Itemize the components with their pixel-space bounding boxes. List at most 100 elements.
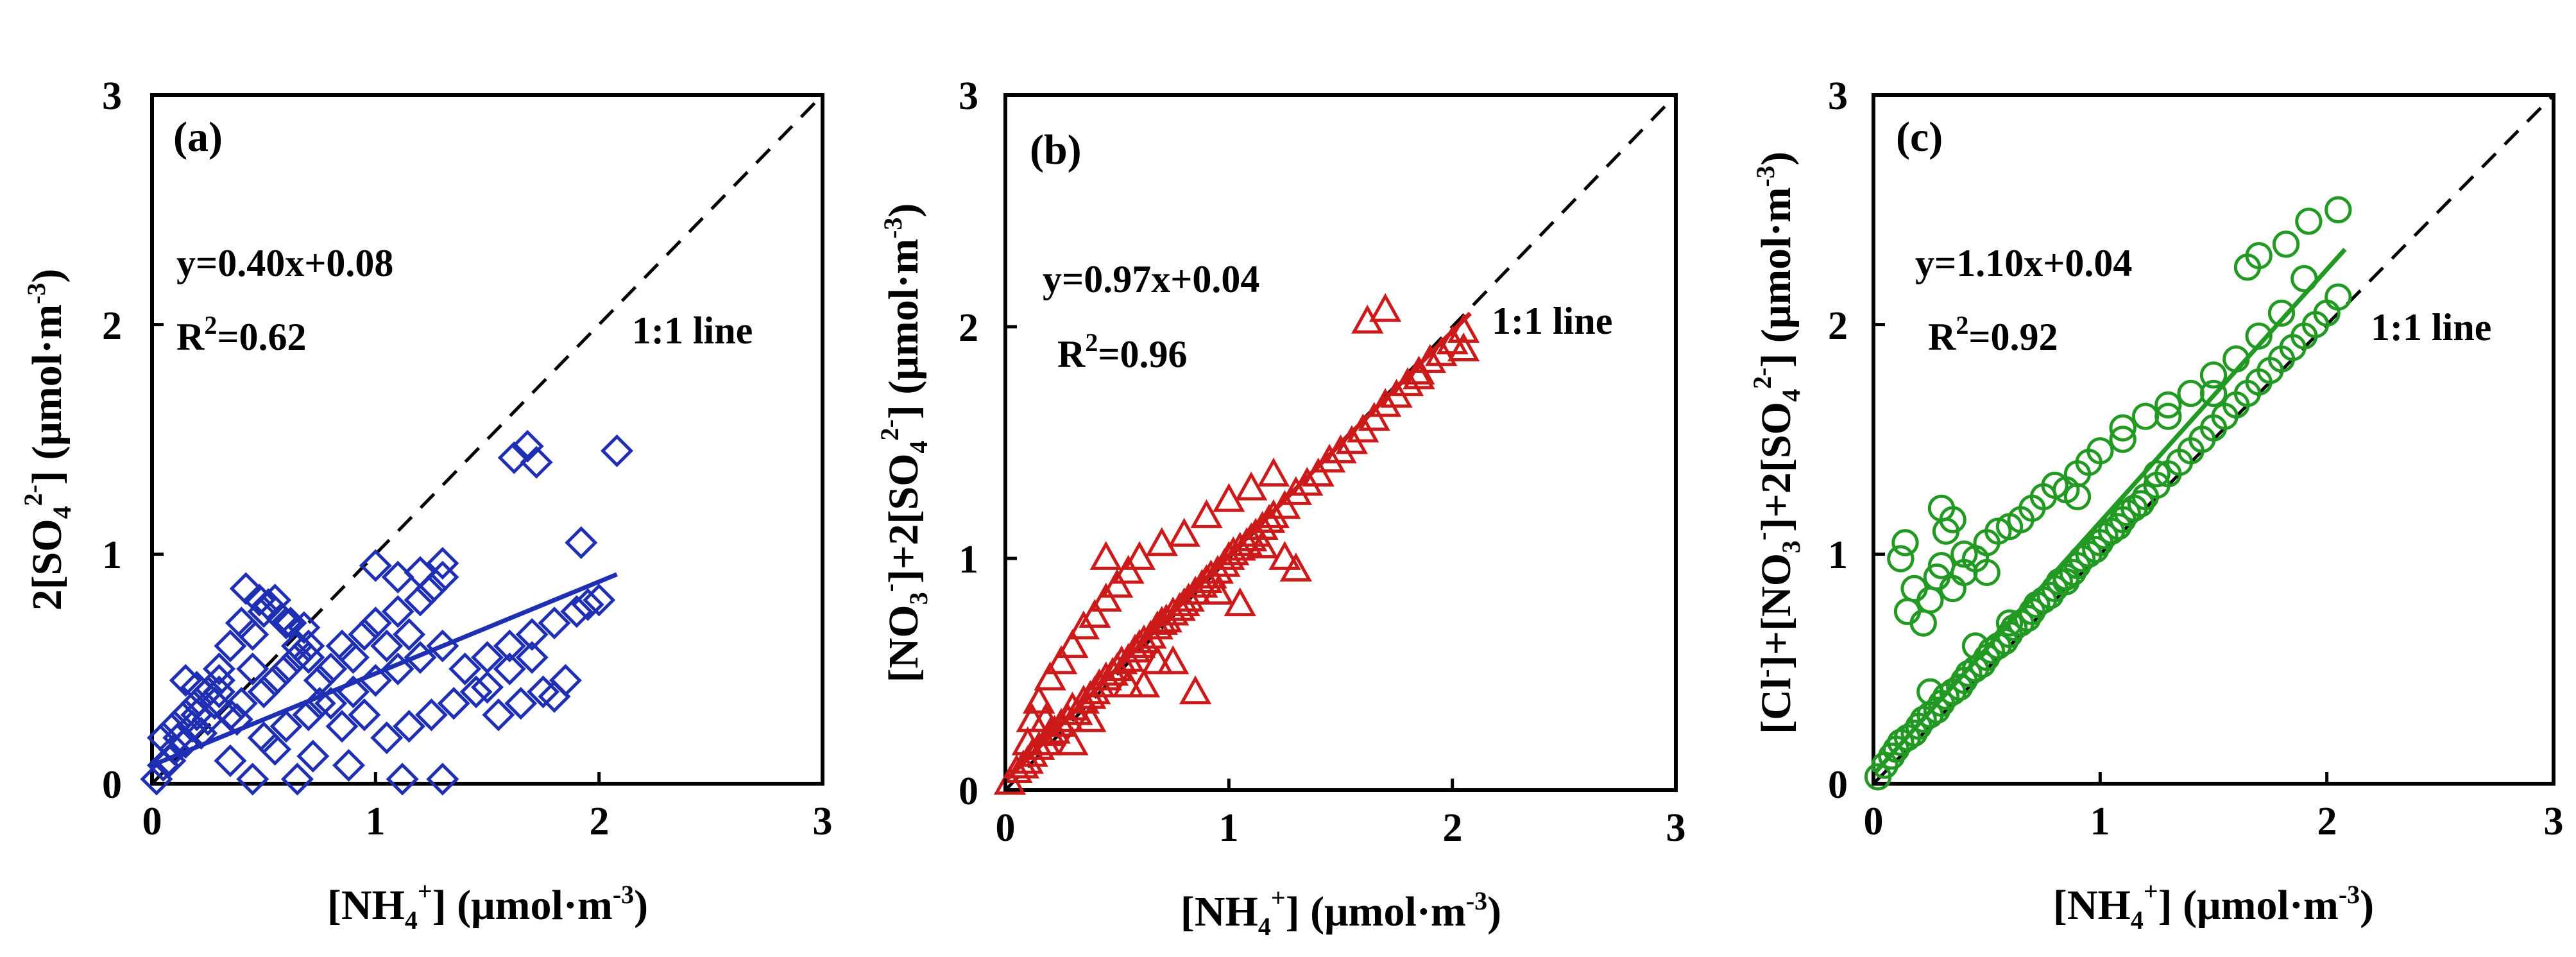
data-point — [1168, 517, 1200, 547]
data-point — [259, 732, 292, 766]
data-point — [292, 698, 325, 732]
x-tick-label: 0 — [142, 800, 162, 843]
x-tick-labels: 0 1 2 3 — [1864, 800, 2564, 843]
data-point — [1112, 668, 1145, 698]
data-point — [2104, 513, 2132, 540]
data-point — [1056, 726, 1089, 755]
data-point — [393, 710, 426, 743]
data-point — [287, 611, 321, 644]
data-point — [2272, 230, 2300, 258]
data-point — [259, 664, 292, 697]
data-point — [269, 652, 303, 685]
data-point — [191, 675, 225, 709]
y-tick-label: 0 — [959, 770, 978, 813]
data-point — [1995, 609, 2024, 637]
data-point — [1268, 540, 1301, 570]
data-point — [1893, 598, 1922, 625]
data-point — [1067, 684, 1100, 714]
data-point — [1127, 624, 1161, 653]
data-point — [1157, 596, 1190, 626]
data-point — [2199, 379, 2228, 408]
data-point — [404, 583, 437, 617]
data-point — [2154, 391, 2182, 419]
x-axis-title: [NH4+] (μmol·m-3) — [327, 877, 648, 935]
y-tick-labels: 0 1 2 3 — [102, 74, 122, 807]
fit-line — [1872, 248, 2347, 777]
data-point — [1909, 609, 1937, 637]
data-point — [336, 641, 370, 674]
plot-frame — [1003, 93, 1678, 792]
data-point — [1932, 682, 1960, 711]
data-point — [381, 595, 414, 628]
y-tick-labels: 0 1 2 3 — [959, 74, 978, 813]
data-point — [332, 748, 366, 782]
data-point — [325, 710, 359, 743]
data-point — [1224, 587, 1256, 617]
data-point — [504, 687, 538, 720]
x-tick-label: 0 — [996, 806, 1016, 850]
data-point — [236, 763, 269, 796]
data-point — [2154, 402, 2182, 430]
data-point — [1246, 529, 1279, 558]
data-point — [1891, 529, 1919, 556]
data-point — [404, 556, 437, 589]
data-point — [1089, 540, 1122, 570]
plot-frame — [1872, 93, 2555, 786]
data-point — [292, 641, 325, 674]
data-point — [1932, 517, 1960, 545]
data-point — [1447, 332, 1480, 361]
x-tick-label: 3 — [813, 800, 833, 843]
data-point — [1011, 726, 1044, 755]
data-point — [370, 721, 404, 755]
data-point — [370, 629, 404, 662]
one-to-one-label: 1:1 line — [1492, 300, 1612, 342]
y-tick-label: 3 — [1828, 74, 1848, 118]
one-to-one-label: 1:1 line — [632, 309, 753, 352]
y-axis-title: [Cl-]+[NO3-]+2[SO42-] (μmol·m-3) — [1748, 151, 1805, 734]
fit-line — [151, 572, 618, 768]
data-point — [1916, 586, 1944, 614]
data-point — [348, 617, 381, 651]
y-tick-label: 0 — [1828, 763, 1848, 807]
data-point — [515, 641, 549, 674]
data-point — [2233, 254, 2262, 281]
data-point — [527, 675, 560, 709]
x-axis-title: [NH4+] (μmol·m-3) — [2053, 877, 2374, 935]
data-point — [393, 617, 426, 651]
y-tick-label: 2 — [102, 304, 122, 348]
data-point — [1123, 540, 1156, 570]
data-point — [2109, 426, 2137, 453]
data-point — [493, 652, 526, 685]
data-point — [538, 680, 571, 713]
data-point — [280, 763, 314, 796]
data-point — [2097, 517, 2126, 545]
y-tick-label: 2 — [959, 306, 978, 350]
data-point — [1179, 675, 1212, 705]
data-point — [459, 675, 493, 709]
panel-label: (a) — [173, 114, 223, 160]
data-point — [214, 629, 247, 662]
r-squared: R2=0.62 — [176, 311, 307, 358]
x-tick-label: 1 — [366, 800, 386, 843]
one-to-one-label: 1:1 line — [2371, 306, 2491, 349]
data-point — [511, 429, 544, 463]
data-point — [2324, 283, 2352, 311]
data-point — [1045, 645, 1078, 675]
data-point — [1074, 703, 1107, 732]
data-point — [314, 687, 348, 720]
data-point — [2188, 426, 2216, 453]
data-point — [2082, 535, 2110, 564]
data-point — [214, 744, 247, 777]
data-point — [1141, 645, 1174, 675]
y-axis-title: [NO3-]+2[SO42-] (μmol·m-3) — [875, 203, 933, 683]
y-tick-label: 1 — [1828, 533, 1848, 577]
data-point — [1186, 569, 1218, 598]
data-point — [600, 434, 634, 467]
data-point — [2295, 207, 2323, 235]
x-tick-label: 0 — [1864, 800, 1884, 843]
data-point — [1056, 629, 1089, 659]
data-point — [1217, 536, 1250, 565]
data-point — [520, 445, 553, 479]
data-point — [1016, 703, 1048, 732]
data-point — [1029, 703, 1062, 732]
